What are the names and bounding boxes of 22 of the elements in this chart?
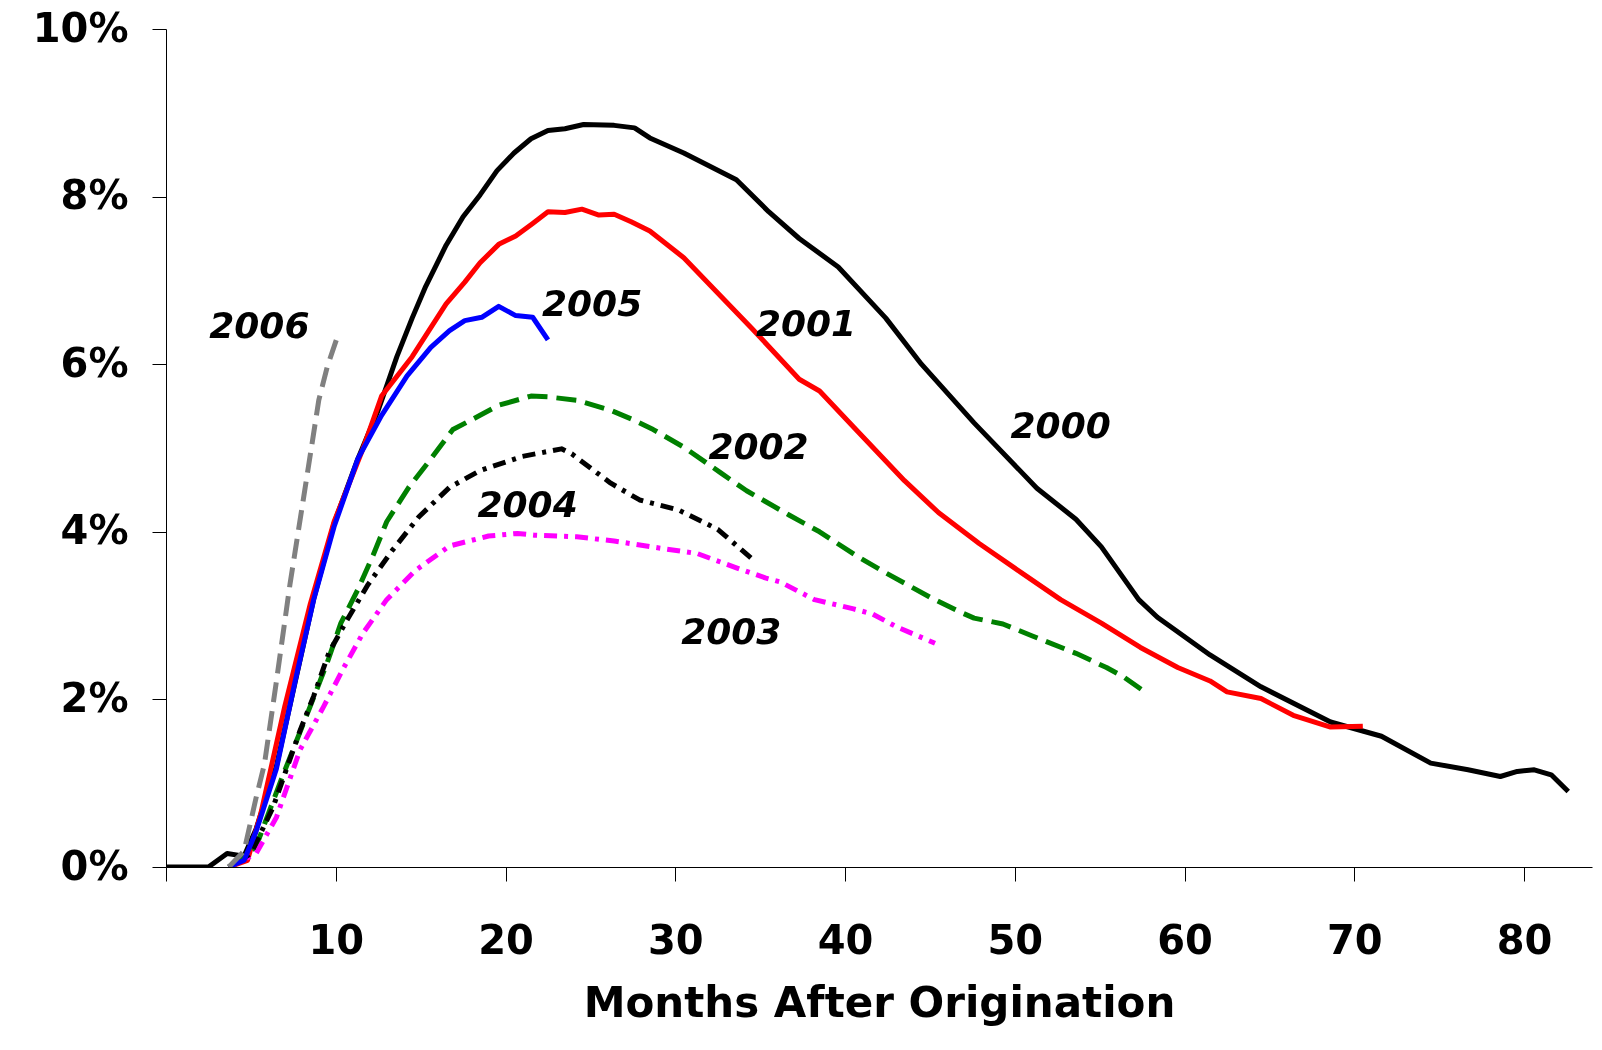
x-axis-title: Months After Origination <box>583 977 1176 1027</box>
series-label: 2002 <box>708 426 809 467</box>
x-tick-label: 50 <box>987 916 1044 963</box>
y-tick-label: 4% <box>60 507 129 554</box>
series-label: 2000 <box>1010 405 1111 447</box>
y-tick-label: 10% <box>32 4 129 51</box>
x-tick-label: 10 <box>308 916 365 963</box>
series-label: 2006 <box>209 305 310 347</box>
x-tick-label: 60 <box>1157 916 1213 963</box>
x-tick-label: 70 <box>1327 916 1383 963</box>
y-tick-label: 8% <box>60 172 129 219</box>
series-label: 2001 <box>755 302 857 344</box>
series-label: 2005 <box>542 282 643 324</box>
series-label: 2003 <box>681 611 782 653</box>
x-tick-label: 30 <box>647 916 704 963</box>
y-tick-label: 6% <box>60 339 129 386</box>
x-tick-label: 40 <box>817 916 874 963</box>
y-tick-label: 0% <box>60 842 129 889</box>
x-tick-label: 20 <box>478 916 534 963</box>
y-tick-label: 2% <box>60 674 129 721</box>
x-tick-label: 80 <box>1496 916 1553 963</box>
series-label: 2004 <box>477 483 578 525</box>
